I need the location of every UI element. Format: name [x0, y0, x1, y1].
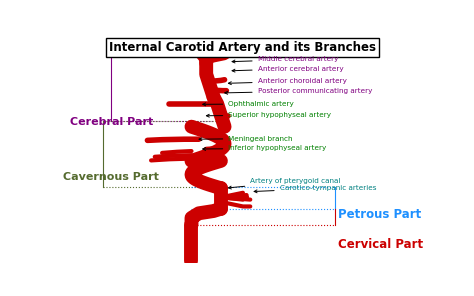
Text: Posterior communicating artery: Posterior communicating artery [225, 88, 372, 94]
Text: Internal Carotid Artery and its Branches: Internal Carotid Artery and its Branches [109, 41, 376, 54]
Text: Middle cerebral artery: Middle cerebral artery [232, 57, 338, 63]
Text: Carotico-tympanic arteries: Carotico-tympanic arteries [254, 185, 376, 193]
Text: Ophthalmic artery: Ophthalmic artery [203, 101, 294, 107]
Text: Anterior cerebral artery: Anterior cerebral artery [232, 66, 343, 72]
Text: Petrous Part: Petrous Part [338, 208, 422, 221]
Text: Meningeal branch: Meningeal branch [199, 136, 293, 141]
Text: Superior hypophyseal artery: Superior hypophyseal artery [206, 112, 331, 118]
Text: Cerebral Part: Cerebral Part [70, 117, 154, 127]
Text: Cavernous Part: Cavernous Part [63, 172, 159, 182]
Text: Artery of pterygoid canal: Artery of pterygoid canal [228, 178, 341, 189]
Text: Anterior choroidal artery: Anterior choroidal artery [228, 78, 346, 85]
Text: Inferior hypophyseal artery: Inferior hypophyseal artery [203, 145, 327, 151]
Text: Cervical Part: Cervical Part [338, 238, 424, 251]
